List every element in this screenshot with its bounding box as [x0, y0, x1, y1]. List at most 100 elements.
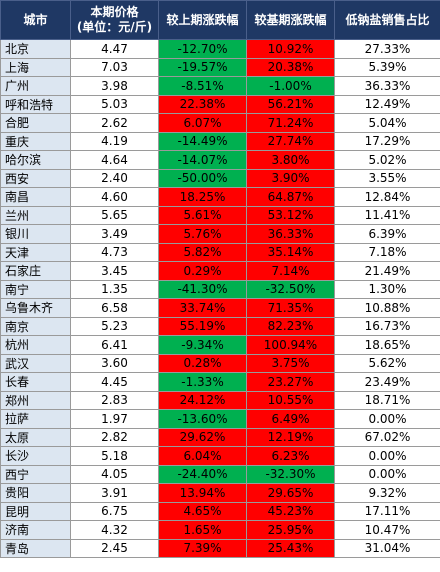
city-cell: 上海 — [0, 57, 71, 77]
price-cell: 4.32 — [70, 520, 159, 540]
change-base-cell: 25.95% — [246, 520, 335, 540]
header-change-prev: 较上期涨跌幅 — [158, 0, 247, 40]
change-base-cell: 25.43% — [246, 538, 335, 558]
price-cell: 4.64 — [70, 150, 159, 170]
ratio-cell: 27.33% — [334, 39, 440, 59]
city-cell: 昆明 — [0, 501, 71, 521]
city-cell: 合肥 — [0, 113, 71, 133]
price-cell: 2.40 — [70, 168, 159, 188]
price-cell: 3.49 — [70, 224, 159, 244]
ratio-cell: 21.49% — [334, 261, 440, 281]
price-cell: 4.05 — [70, 464, 159, 484]
change-base-cell: 12.19% — [246, 427, 335, 447]
table-row: 乌鲁木齐 6.58 33.74% 71.35% 10.88% — [0, 298, 440, 318]
change-base-cell: 20.38% — [246, 57, 335, 77]
change-prev-cell: 5.76% — [158, 224, 247, 244]
change-prev-cell: 6.04% — [158, 446, 247, 466]
price-cell: 1.35 — [70, 279, 159, 299]
table-row: 银川 3.49 5.76% 36.33% 6.39% — [0, 224, 440, 244]
city-cell: 南宁 — [0, 279, 71, 299]
city-cell: 拉萨 — [0, 409, 71, 429]
change-base-cell: 3.75% — [246, 353, 335, 373]
change-prev-cell: 7.39% — [158, 538, 247, 558]
table-row: 北京 4.47 -12.70% 10.92% 27.33% — [0, 39, 440, 59]
city-cell: 广州 — [0, 76, 71, 96]
header-city: 城市 — [0, 0, 71, 40]
ratio-cell: 10.47% — [334, 520, 440, 540]
change-prev-cell: 5.61% — [158, 205, 247, 225]
price-cell: 5.18 — [70, 446, 159, 466]
salt-price-table: 城市 本期价格 (单位：元/斤) 较上期涨跌幅 较基期涨跌幅 低钠盐销售占比 北京… — [0, 0, 440, 558]
change-prev-cell: -50.00% — [158, 168, 247, 188]
ratio-cell: 7.18% — [334, 242, 440, 262]
table-row: 长沙 5.18 6.04% 6.23% 0.00% — [0, 446, 440, 466]
ratio-cell: 18.71% — [334, 390, 440, 410]
price-cell: 4.45 — [70, 372, 159, 392]
change-base-cell: 82.23% — [246, 316, 335, 336]
table-row: 济南 4.32 1.65% 25.95% 10.47% — [0, 520, 440, 540]
city-cell: 兰州 — [0, 205, 71, 225]
change-base-cell: 100.94% — [246, 335, 335, 355]
table-row: 武汉 3.60 0.28% 3.75% 5.62% — [0, 353, 440, 373]
price-cell: 4.60 — [70, 187, 159, 207]
price-cell: 2.83 — [70, 390, 159, 410]
city-cell: 杭州 — [0, 335, 71, 355]
price-cell: 2.82 — [70, 427, 159, 447]
change-base-cell: 64.87% — [246, 187, 335, 207]
change-base-cell: -32.50% — [246, 279, 335, 299]
city-cell: 石家庄 — [0, 261, 71, 281]
ratio-cell: 5.04% — [334, 113, 440, 133]
change-base-cell: -32.30% — [246, 464, 335, 484]
city-cell: 青岛 — [0, 538, 71, 558]
table-row: 拉萨 1.97 -13.60% 6.49% 0.00% — [0, 409, 440, 429]
table-row: 上海 7.03 -19.57% 20.38% 5.39% — [0, 57, 440, 77]
table-row: 呼和浩特 5.03 22.38% 56.21% 12.49% — [0, 94, 440, 114]
price-cell: 5.23 — [70, 316, 159, 336]
ratio-cell: 11.41% — [334, 205, 440, 225]
change-prev-cell: 4.65% — [158, 501, 247, 521]
change-prev-cell: 0.29% — [158, 261, 247, 281]
change-prev-cell: 1.65% — [158, 520, 247, 540]
ratio-cell: 5.02% — [334, 150, 440, 170]
table-row: 哈尔滨 4.64 -14.07% 3.80% 5.02% — [0, 150, 440, 170]
ratio-cell: 1.30% — [334, 279, 440, 299]
change-base-cell: 3.90% — [246, 168, 335, 188]
price-cell: 6.75 — [70, 501, 159, 521]
price-cell: 3.60 — [70, 353, 159, 373]
change-base-cell: 6.49% — [246, 409, 335, 429]
table-row: 太原 2.82 29.62% 12.19% 67.02% — [0, 427, 440, 447]
change-prev-cell: 24.12% — [158, 390, 247, 410]
table-row: 南京 5.23 55.19% 82.23% 16.73% — [0, 316, 440, 336]
header-change-base: 较基期涨跌幅 — [246, 0, 335, 40]
change-base-cell: 53.12% — [246, 205, 335, 225]
price-cell: 3.45 — [70, 261, 159, 281]
change-prev-cell: 22.38% — [158, 94, 247, 114]
header-low-sodium-ratio: 低钠盐销售占比 — [334, 0, 440, 40]
change-base-cell: 35.14% — [246, 242, 335, 262]
change-prev-cell: 0.28% — [158, 353, 247, 373]
city-cell: 西安 — [0, 168, 71, 188]
header-price: 本期价格 (单位：元/斤) — [70, 0, 159, 40]
change-prev-cell: 55.19% — [158, 316, 247, 336]
table-row: 南昌 4.60 18.25% 64.87% 12.84% — [0, 187, 440, 207]
ratio-cell: 36.33% — [334, 76, 440, 96]
city-cell: 南昌 — [0, 187, 71, 207]
change-prev-cell: -1.33% — [158, 372, 247, 392]
price-cell: 4.19 — [70, 131, 159, 151]
header-row: 城市 本期价格 (单位：元/斤) 较上期涨跌幅 较基期涨跌幅 低钠盐销售占比 — [0, 0, 440, 40]
change-prev-cell: -14.07% — [158, 150, 247, 170]
table-row: 西宁 4.05 -24.40% -32.30% 0.00% — [0, 464, 440, 484]
price-cell: 5.65 — [70, 205, 159, 225]
table-row: 杭州 6.41 -9.34% 100.94% 18.65% — [0, 335, 440, 355]
city-cell: 哈尔滨 — [0, 150, 71, 170]
ratio-cell: 18.65% — [334, 335, 440, 355]
table-row: 兰州 5.65 5.61% 53.12% 11.41% — [0, 205, 440, 225]
price-cell: 3.91 — [70, 483, 159, 503]
city-cell: 呼和浩特 — [0, 94, 71, 114]
change-base-cell: 10.92% — [246, 39, 335, 59]
table-row: 广州 3.98 -8.51% -1.00% 36.33% — [0, 76, 440, 96]
city-cell: 南京 — [0, 316, 71, 336]
ratio-cell: 23.49% — [334, 372, 440, 392]
ratio-cell: 0.00% — [334, 464, 440, 484]
change-base-cell: 6.23% — [246, 446, 335, 466]
